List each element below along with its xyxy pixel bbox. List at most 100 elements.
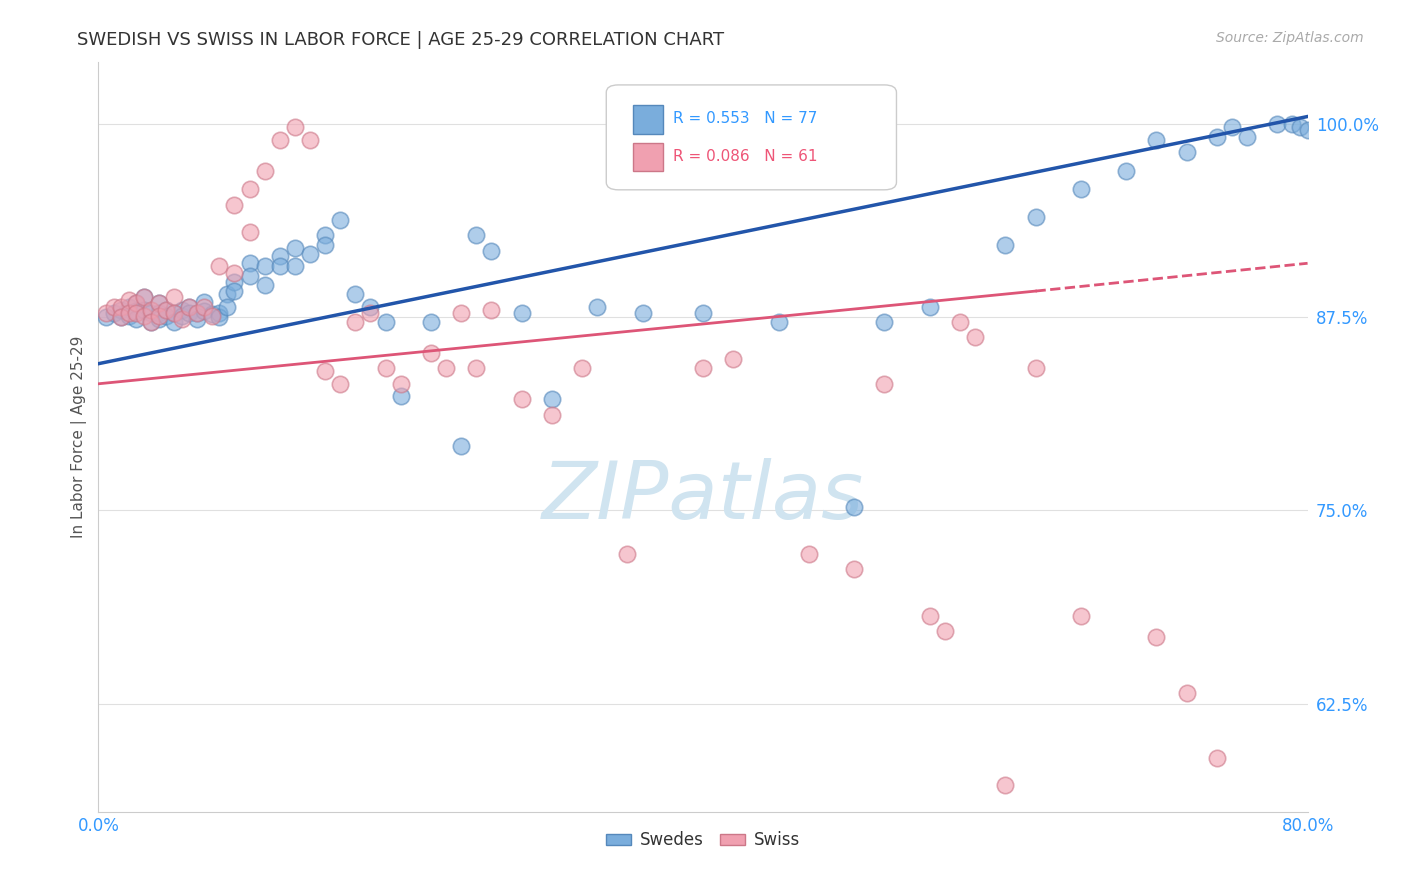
Point [239,256,262,270]
Point [540,408,562,422]
Point [201,309,224,323]
Point [269,248,291,262]
Point [540,392,562,407]
Point [224,266,246,280]
Point [994,237,1017,252]
FancyBboxPatch shape [633,143,664,171]
Point [344,287,367,301]
Point [118,309,141,323]
Point [179,300,201,314]
Point [148,296,170,310]
Point [420,346,443,360]
Point [450,439,472,453]
Point [1220,120,1243,135]
Point [329,376,352,391]
Text: ZIPatlas: ZIPatlas [541,458,865,536]
Point [193,304,215,318]
Point [314,364,336,378]
Point [239,226,262,240]
Point [193,300,215,314]
Point [208,306,231,320]
Point [1206,129,1229,144]
Point [1206,750,1229,764]
Point [215,287,238,301]
Point [155,302,177,317]
Point [1144,630,1167,644]
Point [692,361,714,376]
Point [284,120,307,135]
Point [450,306,472,320]
Point [723,352,745,367]
Point [616,547,638,561]
Point [994,779,1017,793]
Point [103,306,125,320]
Point [94,310,117,325]
Point [253,163,276,178]
Point [253,277,276,292]
Point [918,608,941,623]
Point [1024,210,1046,224]
Point [224,275,246,289]
Point [110,310,132,325]
Point [148,296,170,310]
Point [269,260,291,274]
Y-axis label: In Labor Force | Age 25-29: In Labor Force | Age 25-29 [72,336,87,538]
Point [389,376,412,391]
Point [125,296,148,310]
Point [118,306,141,320]
Point [132,290,155,304]
Point [132,302,155,317]
Point [110,310,132,325]
Point [797,547,820,561]
Point [179,306,201,320]
Point [1289,120,1312,135]
Point [141,302,163,317]
Point [299,133,322,147]
Point [1236,129,1258,144]
Point [208,310,231,325]
Point [299,247,322,261]
Point [329,213,352,227]
Point [1070,182,1092,196]
Point [284,260,307,274]
Point [208,260,231,274]
FancyBboxPatch shape [633,105,664,134]
Point [873,315,896,329]
Point [586,300,609,314]
Point [118,293,141,308]
Point [934,624,956,638]
Point [201,307,224,321]
Point [510,392,533,407]
Point [360,300,382,314]
Point [374,315,396,329]
Point [155,302,177,317]
Point [148,312,170,326]
Point [125,304,148,318]
Point [1296,123,1319,137]
Point [692,306,714,320]
Point [170,312,193,326]
Point [253,260,276,274]
Point [344,315,367,329]
Point [155,309,177,323]
Point [224,197,246,211]
Point [132,309,155,323]
Point [163,290,186,304]
Point [269,133,291,147]
FancyBboxPatch shape [606,85,897,190]
Point [374,361,396,376]
Point [1115,163,1137,178]
Point [148,306,170,320]
Point [125,312,148,326]
Point [163,306,186,320]
Point [148,309,170,323]
Point [170,309,193,323]
Point [465,228,488,243]
Point [1281,117,1303,131]
Point [571,361,593,376]
Text: R = 0.553   N = 77: R = 0.553 N = 77 [672,112,817,126]
Text: SWEDISH VS SWISS IN LABOR FORCE | AGE 25-29 CORRELATION CHART: SWEDISH VS SWISS IN LABOR FORCE | AGE 25… [77,31,724,49]
Point [110,302,132,317]
Point [434,361,457,376]
Point [465,361,488,376]
